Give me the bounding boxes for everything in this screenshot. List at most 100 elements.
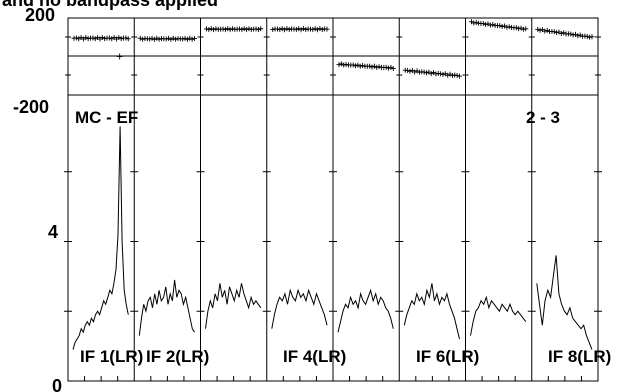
phase-point [589,34,595,40]
phase-point [388,64,394,70]
phase-point [473,20,479,26]
phase-point [483,21,489,27]
phase-point [166,35,172,41]
phase-point [300,26,306,32]
phase-point [279,26,285,32]
phase-point [255,27,261,33]
phase-point [192,35,197,41]
phase-point [537,27,543,33]
phase-point [485,21,491,27]
phase-point [506,24,512,30]
if-label-2: IF 2(LR) [146,347,209,366]
phase-point [374,64,380,70]
phase-point [357,63,363,69]
phase-point [293,26,299,32]
channel-label: 2 - 3 [526,108,560,127]
phase-point [270,27,276,33]
phase-point [227,27,233,33]
phase-point [258,26,264,32]
phase-point [407,68,413,74]
phase-point [211,27,217,33]
phase-point [490,22,496,28]
phase-point [324,26,330,32]
phase-point [568,31,574,37]
phase-point [554,30,560,36]
amplitude-line-if-7 [470,295,527,336]
phase-point [137,35,143,41]
if-label-1: IF 1(LR) [80,347,143,366]
phase-point [208,26,214,32]
amplitude-series [72,126,593,350]
phase-point [116,53,123,60]
phase-point [123,35,129,41]
phase-point [542,28,548,34]
phase-point [315,27,321,33]
phase-point [149,35,155,41]
phase-point [225,26,231,32]
phase-point [423,70,429,76]
phase-point [412,69,418,75]
phase-point [106,35,112,41]
phase-point [220,26,226,32]
amplitude-line-if-2 [138,279,195,336]
amplitude-line-if-1 [72,126,129,350]
phase-point [338,61,344,67]
phase-point [369,64,375,70]
phase-point [296,26,302,32]
phase-point [405,67,411,73]
panel-frames [67,17,599,382]
phase-point [286,27,292,33]
phase-point [497,23,503,29]
if-label-6: IF 6(LR) [416,347,479,366]
phase-point [184,36,190,42]
phase-point [551,29,557,35]
phase-point [520,26,526,32]
chart-title: and no bandpass applied [2,0,218,10]
baseline-label: MC - EF [75,108,138,127]
phase-series [71,19,595,79]
phase-point [535,26,541,32]
phase-point [116,35,122,41]
phase-point [577,32,583,38]
phase-point [445,72,451,78]
amplitude-line-if-8 [536,255,593,350]
phase-point [277,26,283,32]
phase-point [516,26,522,32]
phase-point [469,19,474,25]
phase-point [570,32,576,38]
top-ymax-label: 200 [25,5,55,25]
phase-point [180,36,186,42]
if-label-4: IF 4(LR) [283,347,346,366]
bottom-ymid-label: 4 [48,222,58,242]
phase-point [421,69,427,75]
phase-point [454,72,460,78]
phase-point [367,63,373,69]
phase-point [170,35,176,41]
phase-point [206,27,212,33]
phase-point [558,30,564,36]
phase-point [125,36,131,42]
phase-point [440,71,446,77]
bottom-ymin-label: 0 [52,376,62,392]
phase-point [360,63,366,69]
phase-point [73,35,79,41]
phase-point [237,26,243,32]
phase-point [513,25,519,31]
phase-point [523,26,529,32]
phase-point [480,20,486,26]
phase-point [303,27,309,33]
phase-point [504,24,510,30]
phase-point [154,35,160,41]
phase-point [173,36,179,42]
phase-point [319,27,325,33]
amplitude-line-if-6 [403,283,460,340]
phase-point [355,62,361,68]
phase-point [584,33,590,39]
phase-point [310,26,316,32]
phase-point [284,26,290,32]
phase-point [241,26,247,32]
amplitude-line-if-3 [205,283,262,329]
phase-point [561,30,567,36]
phase-point [229,26,235,32]
phase-point [102,36,108,42]
